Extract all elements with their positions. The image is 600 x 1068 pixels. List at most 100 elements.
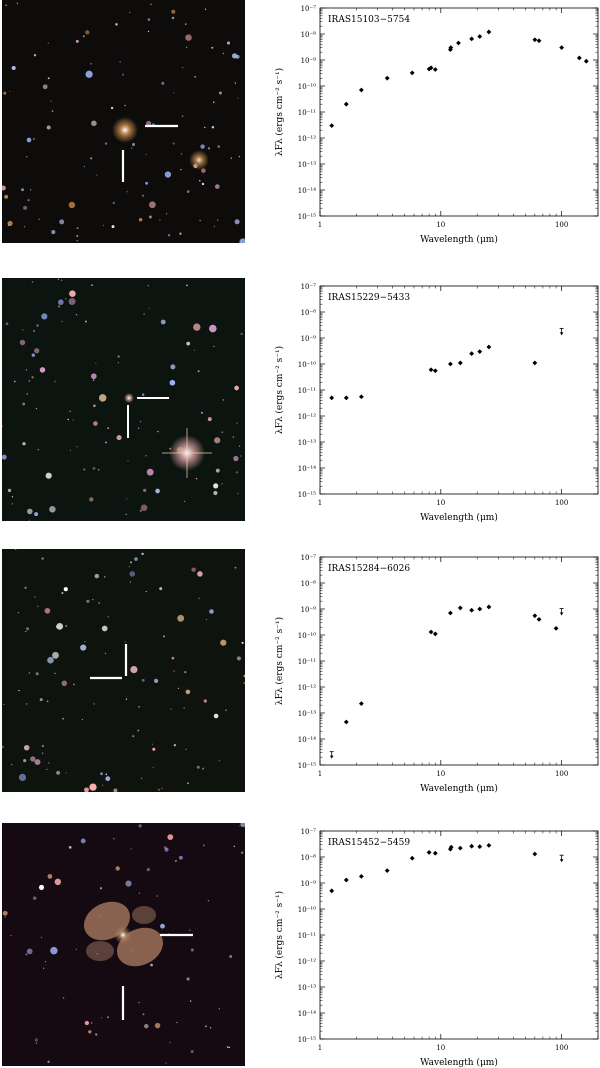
background-star	[23, 205, 28, 210]
background-star	[130, 848, 132, 850]
background-star	[25, 953, 28, 956]
background-star	[19, 339, 26, 346]
background-star	[5, 4, 7, 7]
background-star	[142, 1013, 145, 1016]
y-tick-label: 10⁻¹³	[298, 710, 316, 718]
data-point	[428, 367, 434, 373]
background-star	[90, 62, 93, 65]
background-star	[25, 703, 28, 705]
data-point	[469, 351, 475, 357]
background-star	[105, 441, 107, 444]
background-star	[218, 760, 221, 762]
panel-2: 10⁻¹⁵ 10⁻¹⁴ 10⁻¹³ 10⁻¹² 10⁻¹¹ 10⁻¹⁰ 10⁻⁹ 10⁻⁸ 10…	[0, 278, 600, 523]
background-star	[171, 9, 176, 14]
data-point	[384, 868, 390, 873]
background-star	[241, 851, 244, 854]
background-star	[240, 455, 242, 457]
background-star	[145, 455, 147, 457]
background-star	[147, 18, 151, 21]
background-star	[5, 322, 9, 326]
background-star	[160, 319, 166, 325]
background-star	[221, 483, 223, 485]
data-point	[486, 29, 492, 35]
background-star	[85, 70, 93, 78]
background-star	[100, 1017, 103, 1019]
background-star	[38, 218, 40, 220]
x-tick-label: 100	[555, 1044, 568, 1052]
background-star	[39, 367, 46, 373]
background-star	[95, 1033, 98, 1036]
data-point	[448, 844, 454, 850]
background-star	[2, 910, 8, 916]
y-tick-label: 10⁻¹⁰	[298, 632, 316, 640]
background-star	[68, 298, 76, 305]
background-star	[176, 1021, 178, 1024]
background-star	[69, 410, 71, 412]
background-star	[110, 106, 114, 110]
x-tick-label: 100	[555, 770, 568, 778]
background-star	[90, 157, 93, 160]
background-star	[211, 46, 214, 49]
data-point	[358, 87, 364, 93]
background-star	[214, 184, 220, 189]
background-star	[180, 153, 183, 155]
background-star	[2, 425, 3, 427]
background-star	[22, 442, 26, 446]
background-star	[83, 166, 85, 168]
background-star	[195, 477, 198, 480]
background-star	[45, 472, 52, 479]
sed-chart-svg: 10⁻¹⁵ 10⁻¹⁴ 10⁻¹³ 10⁻¹² 10⁻¹¹ 10⁻¹⁰ 10⁻⁹ 10⁻⁸ 10…	[274, 554, 599, 794]
background-star	[3, 703, 5, 706]
background-star	[28, 519, 31, 521]
background-star	[57, 278, 60, 280]
background-star	[121, 73, 124, 76]
background-star	[147, 30, 150, 32]
y-tick-label: 10⁻¹²	[298, 684, 316, 692]
background-star	[61, 279, 63, 281]
x-tick-label: 1	[318, 499, 322, 507]
panel-3: 10⁻¹⁵ 10⁻¹⁴ 10⁻¹³ 10⁻¹² 10⁻¹¹ 10⁻¹⁰ 10⁻⁹ 10⁻⁸ 10…	[0, 549, 600, 794]
background-star	[152, 766, 154, 768]
y-tick-label: 10⁻¹⁵	[298, 762, 316, 770]
background-star	[31, 353, 35, 357]
sed-chart: 10⁻¹⁵ 10⁻¹⁴ 10⁻¹³ 10⁻¹² 10⁻¹¹ 10⁻¹⁰ 10⁻⁹ 10⁻⁸ 10…	[270, 278, 600, 523]
sed-chart-svg: 10⁻¹⁵ 10⁻¹⁴ 10⁻¹³ 10⁻¹² 10⁻¹¹ 10⁻¹⁰ 10⁻⁹ 10⁻⁸ 10…	[274, 283, 599, 523]
background-star	[124, 104, 126, 107]
background-star	[237, 492, 239, 494]
background-star	[2, 745, 4, 749]
background-star	[47, 42, 49, 44]
background-star	[207, 417, 212, 422]
plot-frame	[319, 285, 599, 495]
sky-image	[2, 823, 245, 1066]
background-star	[113, 838, 115, 840]
background-star	[183, 500, 186, 503]
x-axis-label: Wavelength (μm)	[420, 234, 498, 245]
background-star	[26, 156, 28, 158]
background-star	[205, 618, 208, 621]
background-star	[54, 878, 62, 886]
background-star	[186, 341, 191, 346]
background-star	[213, 345, 215, 348]
background-star	[234, 219, 240, 225]
background-star	[140, 777, 143, 779]
data-point	[486, 842, 492, 848]
x-tick-label: 10	[436, 221, 445, 229]
background-star	[18, 689, 20, 692]
background-star	[7, 220, 13, 226]
background-star	[11, 503, 13, 505]
background-star	[52, 651, 59, 659]
background-star	[236, 422, 238, 424]
y-tick-label: 10⁻⁷	[301, 828, 317, 836]
background-star	[34, 596, 36, 598]
background-star	[159, 587, 163, 591]
data-point	[448, 45, 454, 50]
background-star	[95, 362, 97, 364]
background-star	[100, 772, 103, 776]
background-star	[222, 399, 225, 401]
background-star	[190, 948, 194, 952]
sky-image-svg	[2, 278, 243, 521]
background-star	[68, 201, 76, 209]
background-star	[209, 609, 214, 614]
background-star	[17, 611, 19, 614]
data-point	[553, 625, 559, 631]
